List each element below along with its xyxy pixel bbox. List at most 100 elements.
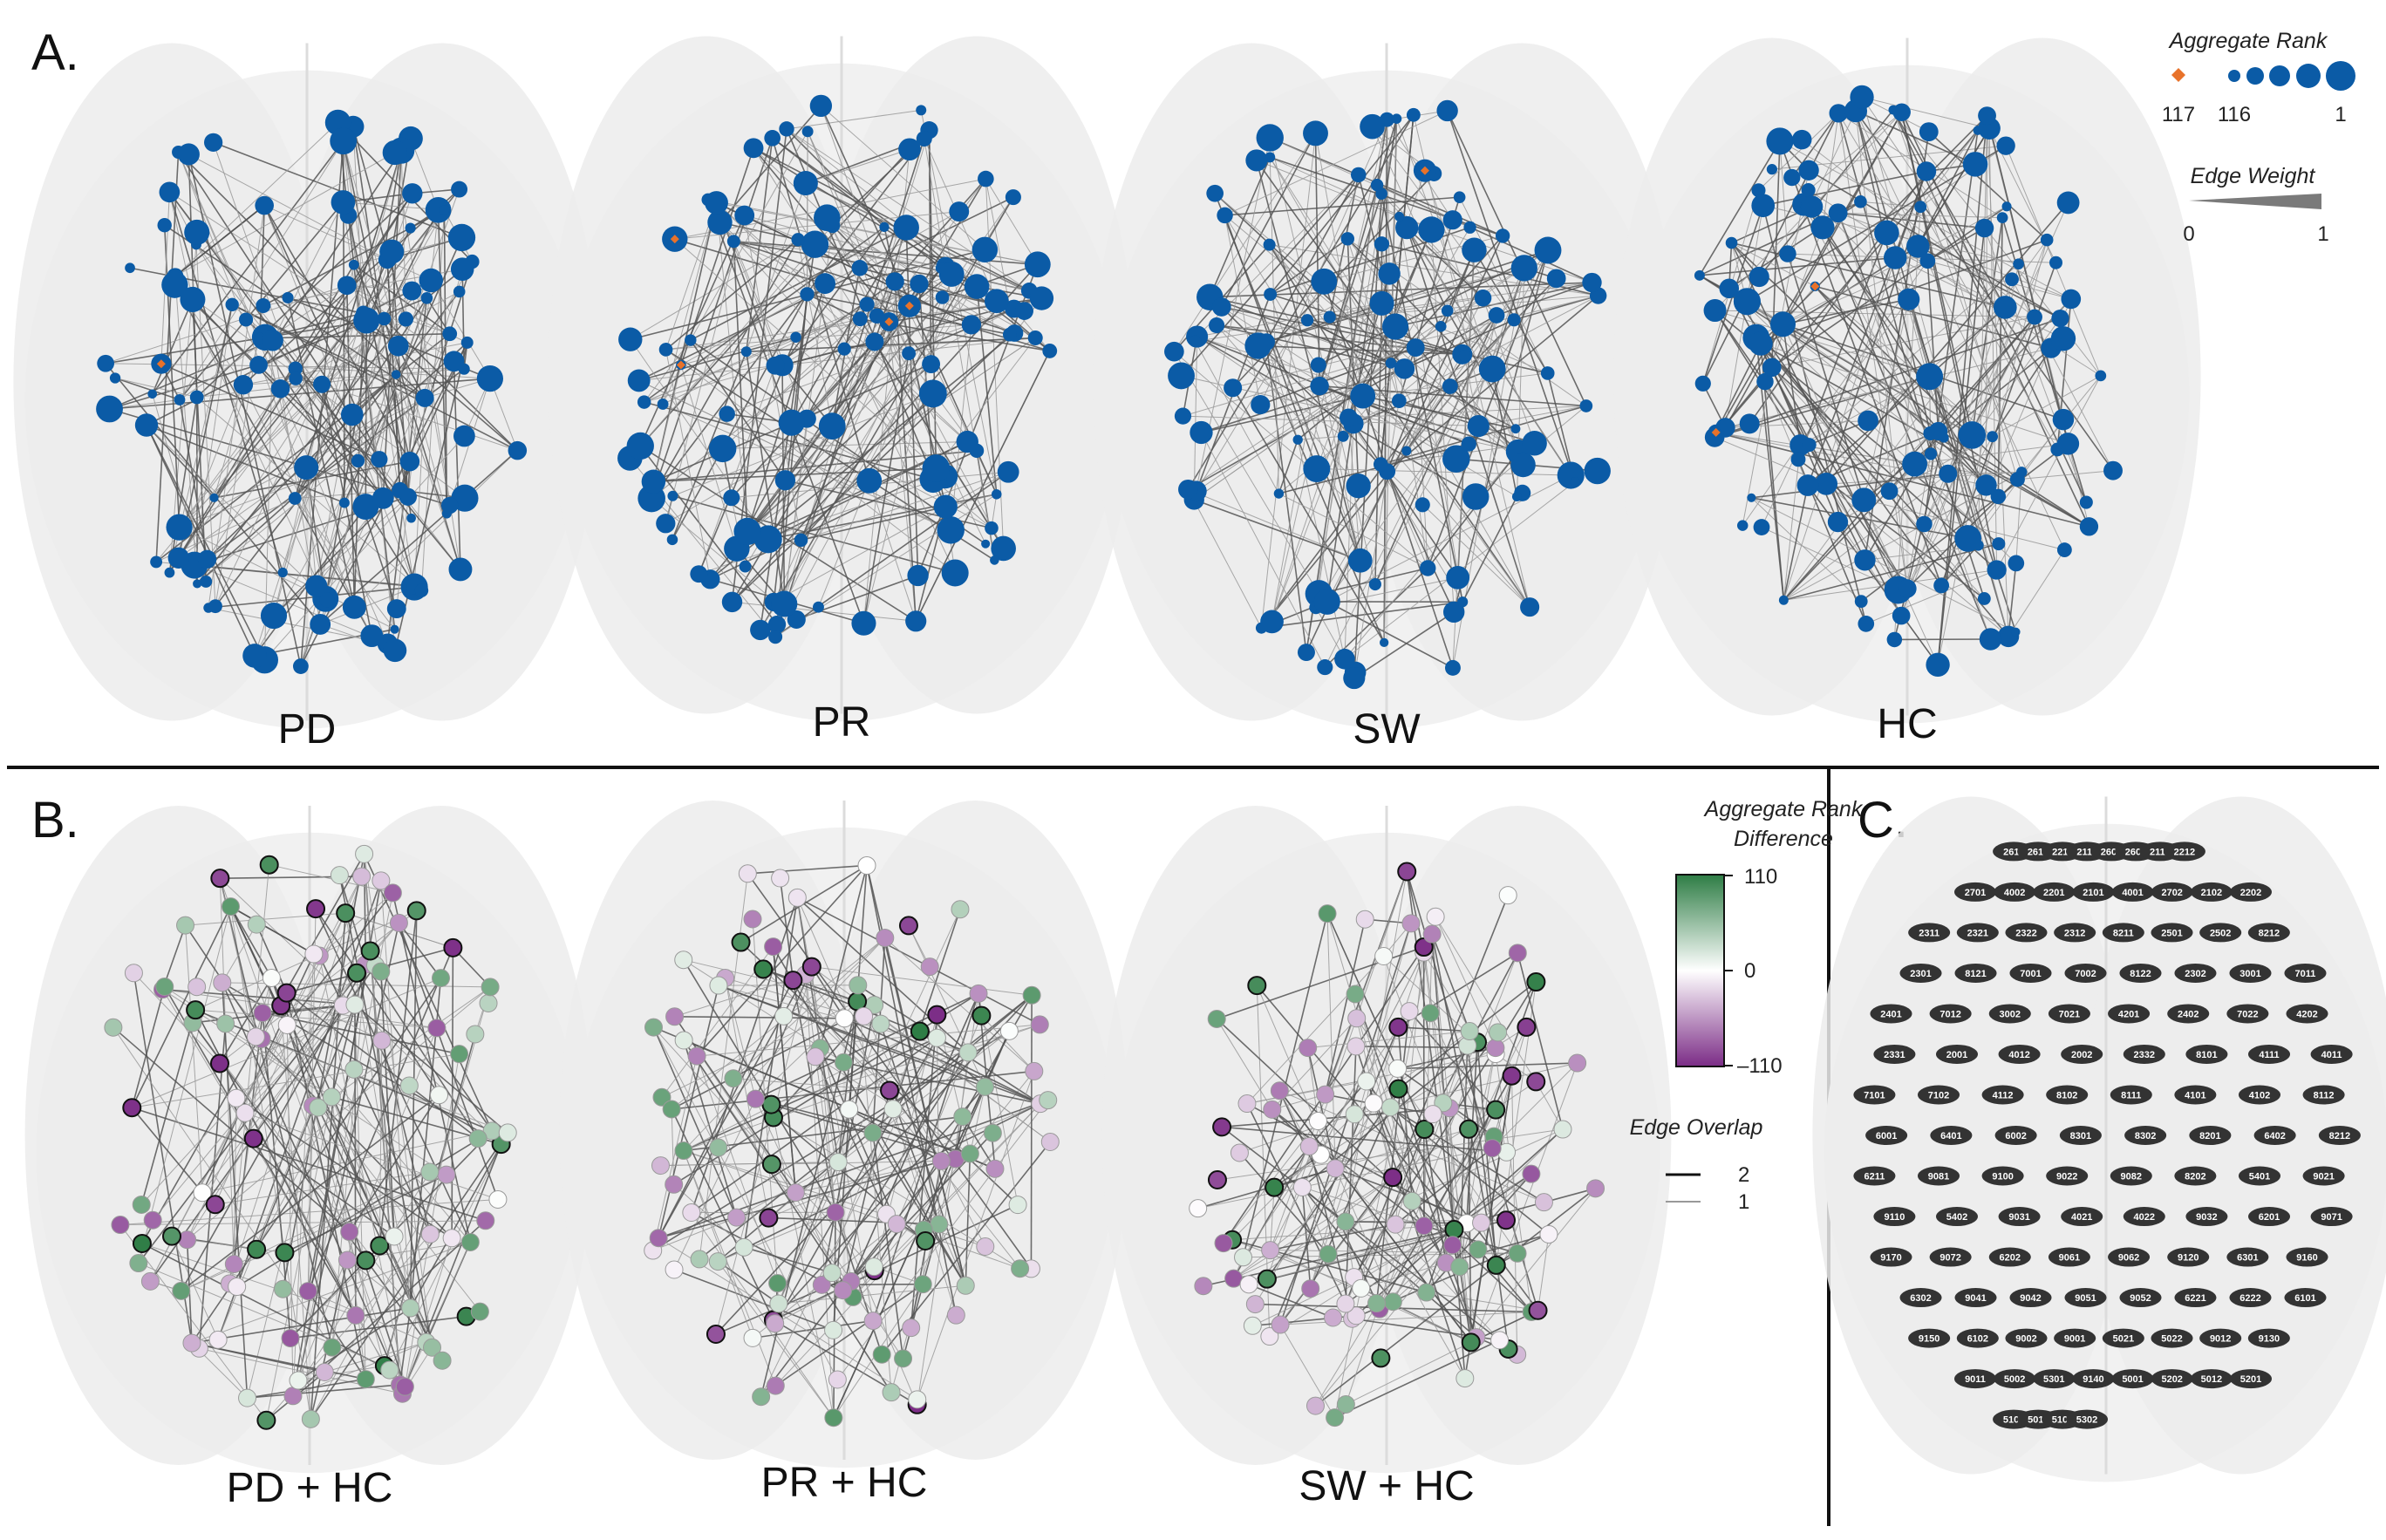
rank-marker <box>2228 70 2240 82</box>
electrode-label: 6221 <box>2185 1293 2205 1304</box>
edge <box>743 897 799 1248</box>
edge <box>1470 1188 1596 1343</box>
legend-weight-tick-1: 1 <box>2317 222 2328 246</box>
edge <box>1771 317 2035 368</box>
edge <box>1305 235 1503 653</box>
edge <box>2008 562 2017 637</box>
node <box>140 1271 160 1291</box>
node <box>1858 616 1875 632</box>
edge <box>671 1108 675 1185</box>
node <box>1423 1105 1442 1124</box>
node <box>764 129 781 147</box>
edge <box>869 480 917 622</box>
edge <box>1513 295 1599 321</box>
node <box>460 1232 480 1251</box>
node <box>1008 1196 1027 1215</box>
edge <box>1783 485 1809 601</box>
edge <box>196 397 422 591</box>
edge <box>1390 227 1471 364</box>
edge <box>1193 499 1361 562</box>
edge <box>1279 923 1412 1325</box>
edge <box>263 205 416 587</box>
node <box>385 1227 404 1246</box>
edge <box>733 1078 890 1091</box>
node <box>1486 1039 1505 1058</box>
edge <box>1318 249 1549 366</box>
node <box>450 1045 469 1064</box>
node <box>708 1252 727 1271</box>
legend-diff-title-1: Aggregate Rank <box>1703 797 1864 821</box>
edge <box>884 937 1035 1072</box>
brain-outline <box>559 801 1129 1468</box>
edge <box>1345 1221 1355 1278</box>
edge <box>318 892 393 957</box>
electrode-label: 6301 <box>2237 1253 2258 1264</box>
node <box>1939 464 1958 483</box>
node <box>143 1210 162 1230</box>
edge <box>1319 118 1398 386</box>
node <box>353 307 380 334</box>
node <box>330 866 349 885</box>
edge <box>662 283 920 405</box>
edge <box>771 1103 956 1160</box>
node <box>1299 1137 1319 1156</box>
electrode-label: 7011 <box>2295 969 2316 979</box>
node <box>1517 1017 1537 1037</box>
node <box>1507 313 1521 327</box>
node <box>1326 1408 1345 1428</box>
node <box>918 379 947 408</box>
node <box>360 941 380 961</box>
electrode-label: 9032 <box>2196 1212 2217 1223</box>
node <box>1810 215 1835 240</box>
edge <box>1714 317 2061 439</box>
node <box>172 1281 191 1300</box>
electrode: 5202 <box>2151 1369 2193 1389</box>
node <box>937 516 965 544</box>
edge <box>1445 1233 1550 1264</box>
electrode-label: 2322 <box>2015 928 2036 938</box>
node <box>908 1390 927 1409</box>
node <box>2049 256 2063 269</box>
node <box>1415 1216 1434 1236</box>
node <box>666 534 678 546</box>
node <box>1933 577 1950 594</box>
edge <box>219 877 333 1348</box>
edge <box>630 338 769 540</box>
node <box>801 230 829 258</box>
node <box>1300 314 1314 327</box>
edge <box>1326 278 1558 603</box>
node <box>340 403 364 426</box>
node <box>315 1362 334 1381</box>
rank-117-node <box>904 301 914 310</box>
node <box>132 1195 151 1214</box>
edge <box>1926 227 1985 262</box>
node <box>637 395 651 409</box>
electrode-label: 6102 <box>1967 1334 1988 1345</box>
node <box>1496 1210 1517 1230</box>
edge <box>1893 207 1921 640</box>
node <box>1975 474 1997 496</box>
node <box>1401 914 1421 933</box>
electrode: 6102 <box>1956 1328 1999 1348</box>
electrode: 7002 <box>2064 963 2107 983</box>
node <box>176 916 195 935</box>
node <box>1244 332 1271 359</box>
edge <box>1270 1187 1275 1250</box>
edge <box>1366 1080 1539 1312</box>
electrode: 6001 <box>1865 1126 1908 1145</box>
node <box>826 1203 845 1222</box>
edge <box>652 365 682 482</box>
edge <box>743 1246 833 1274</box>
node <box>859 296 875 312</box>
edge <box>1423 934 1433 1226</box>
node <box>1340 232 1354 246</box>
edge <box>1937 263 2020 665</box>
electrode: 5021 <box>2102 1328 2144 1348</box>
edge <box>1808 169 2061 319</box>
legend-overlap-tick-1: 1 <box>1738 1190 1749 1214</box>
edge <box>1423 1128 1447 1264</box>
node <box>390 624 399 634</box>
edge <box>924 138 995 561</box>
edge <box>270 978 433 1348</box>
node <box>210 869 230 889</box>
